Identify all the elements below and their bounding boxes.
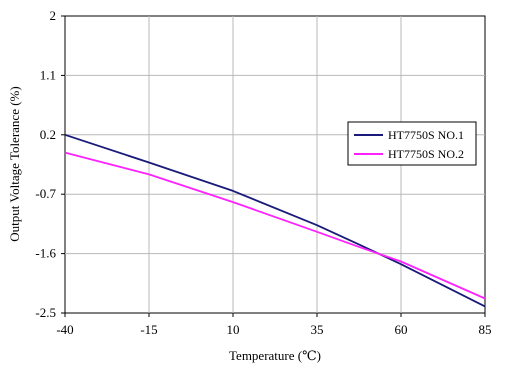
y-axis-label: Output Voltage Tolerance (%) (7, 86, 22, 241)
y-tick-label: 0.2 (40, 127, 56, 142)
legend-label-series-2: HT7750S NO.2 (388, 147, 464, 161)
y-tick-label: -0.7 (35, 186, 56, 201)
y-tick-label: -2.5 (35, 305, 56, 320)
y-tick-label: 1.1 (40, 67, 56, 82)
x-tick-label: 85 (479, 322, 492, 337)
legend-label-series-1: HT7750S NO.1 (388, 128, 464, 142)
series-lines (64, 133, 486, 308)
y-tick-label: 2 (50, 8, 57, 23)
x-tick-label: 35 (311, 322, 324, 337)
ticks: -40 -15 10 35 60 85 -2.5 -1.6 -0.7 0.2 1.1 2 (35, 8, 491, 337)
x-tick-label: -15 (140, 322, 157, 337)
x-tick-label: -40 (56, 322, 73, 337)
series-line-2 (64, 151, 486, 300)
legend: HT7750S NO.1 HT7750S NO.2 (347, 121, 477, 166)
legend-box (347, 121, 477, 166)
x-axis-label: Temperature (℃) (229, 348, 321, 363)
x-tick-label: 60 (395, 322, 408, 337)
y-tick-label: -1.6 (35, 246, 56, 261)
x-tick-label: 10 (227, 322, 240, 337)
series-line-1 (64, 133, 486, 308)
